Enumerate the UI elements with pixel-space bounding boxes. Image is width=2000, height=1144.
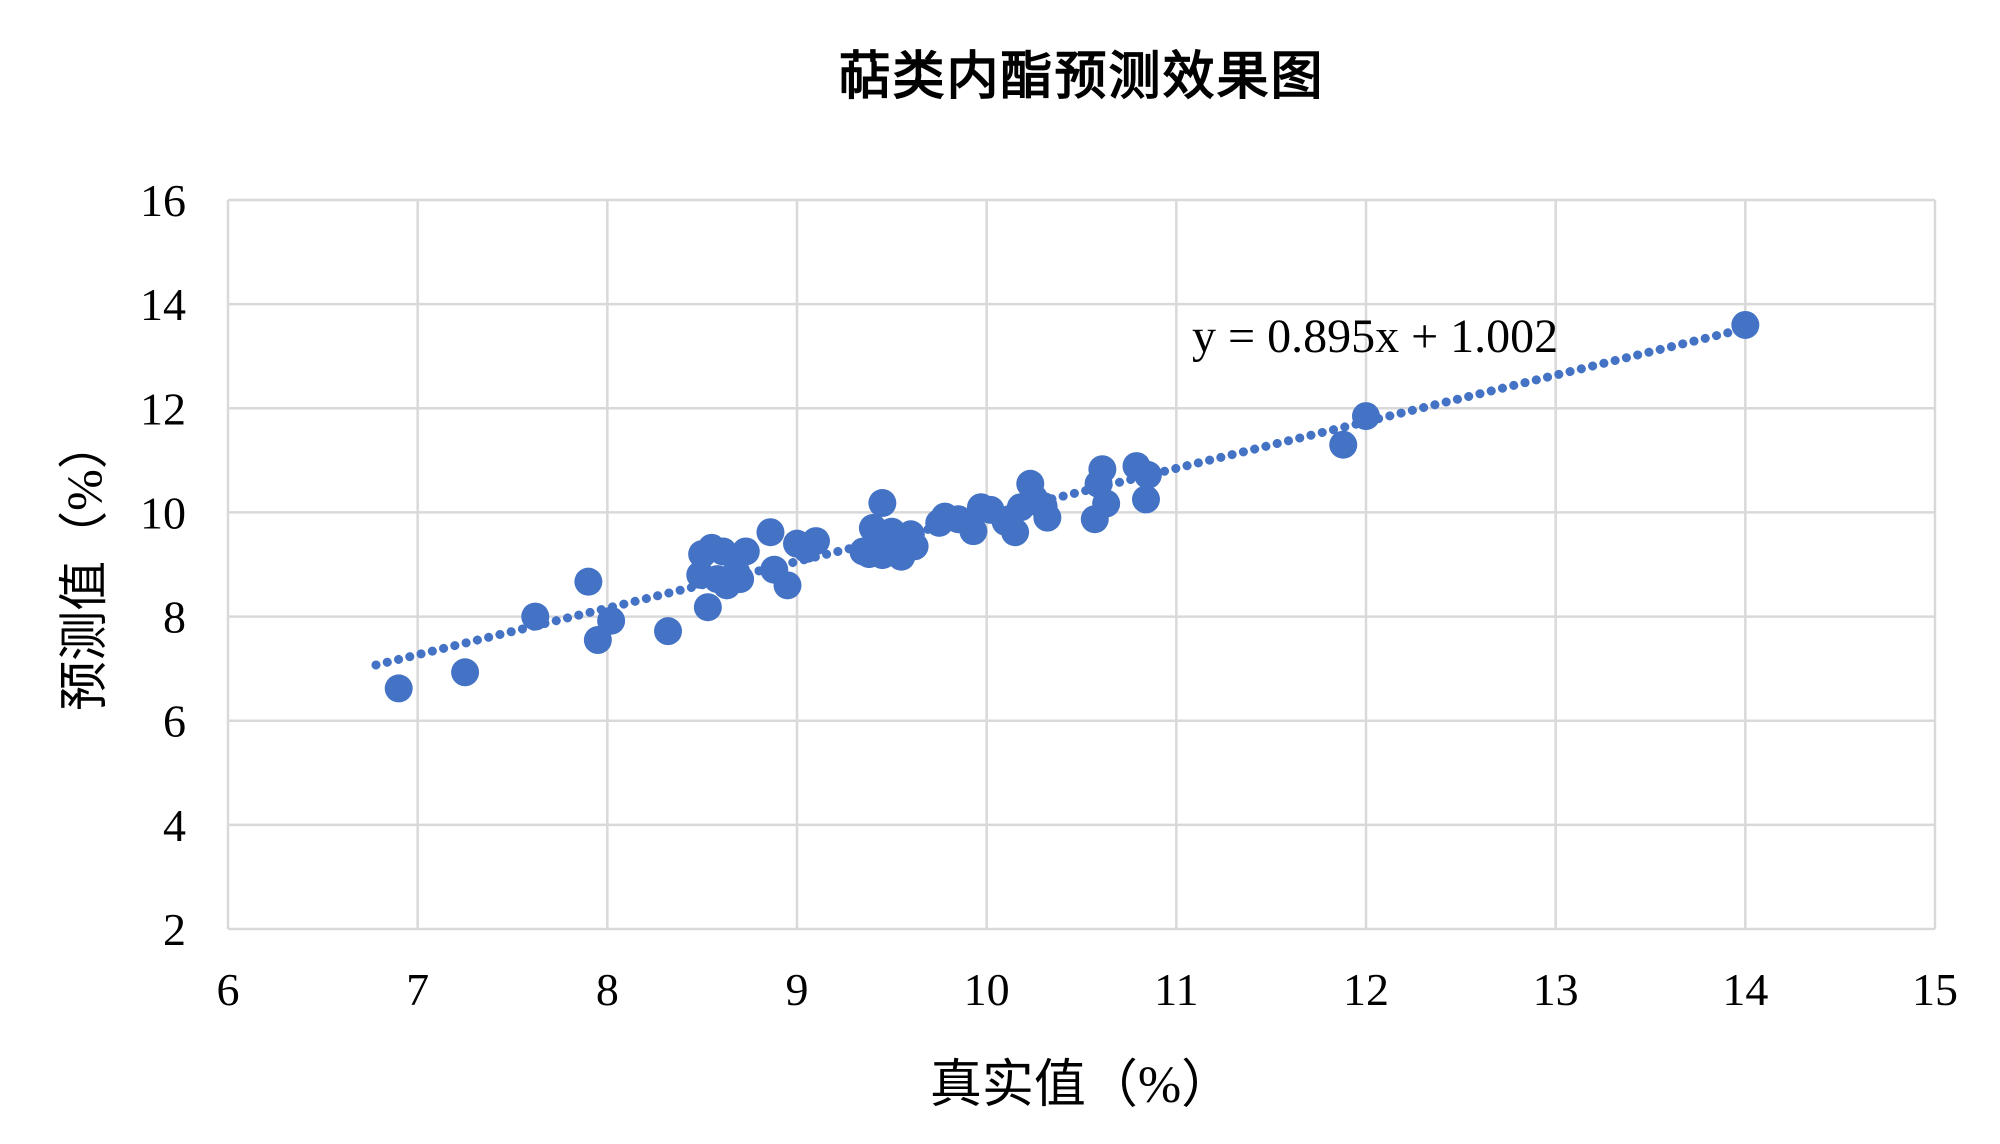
scatter-point: [384, 674, 413, 703]
scatter-point: [801, 527, 830, 556]
scatter-point: [959, 517, 988, 546]
scatter-point: [868, 489, 897, 518]
scatter-point: [597, 606, 626, 635]
y-tick-label: 12: [140, 383, 186, 434]
scatter-point: [1088, 455, 1117, 484]
x-tick-label: 13: [1533, 964, 1579, 1015]
y-axis-label: 预测值（%）: [56, 419, 112, 711]
trendline-equation: y = 0.895x + 1.002: [1192, 310, 1558, 363]
scatter-point: [654, 617, 683, 646]
x-tick-label: 11: [1154, 964, 1198, 1015]
x-tick-label: 8: [596, 964, 619, 1015]
scatter-point: [451, 658, 480, 687]
x-tick-label: 15: [1912, 964, 1958, 1015]
scatter-point: [756, 518, 785, 547]
x-tick-label: 7: [406, 964, 429, 1015]
scatter-point: [1092, 489, 1121, 518]
y-tick-label: 14: [140, 279, 186, 330]
y-tick-label: 10: [140, 487, 186, 538]
y-tick-label: 6: [163, 696, 186, 747]
scatter-point: [900, 532, 929, 561]
scatter-point: [731, 537, 760, 566]
x-tick-label: 14: [1722, 964, 1768, 1015]
y-tick-label: 16: [140, 175, 186, 226]
scatter-point: [1133, 460, 1162, 489]
y-tick-label: 4: [163, 800, 186, 851]
x-tick-label: 10: [964, 964, 1010, 1015]
scatter-point: [1352, 402, 1380, 431]
scatter-point: [1131, 485, 1160, 514]
y-tick-label: 2: [163, 904, 186, 955]
trendline: [371, 321, 1760, 670]
x-tick-label: 6: [217, 964, 240, 1015]
scatter-point: [1001, 518, 1030, 547]
scatter-point: [521, 602, 550, 631]
scatter-point: [1329, 430, 1358, 459]
scatter-point: [712, 571, 741, 600]
scatter-point: [574, 567, 603, 596]
scatter-point: [1033, 503, 1062, 532]
scatter-point: [1731, 310, 1760, 339]
y-tick-label: 8: [163, 592, 186, 643]
x-tick-label: 12: [1343, 964, 1389, 1015]
x-tick-label: 9: [786, 964, 809, 1015]
scatter-point: [773, 571, 802, 600]
chart-title: 萜类内酯预测效果图: [838, 49, 1325, 106]
x-axis-label: 真实值（%）: [929, 1057, 1234, 1114]
scatter-point: [709, 537, 738, 566]
scatter-point: [693, 593, 722, 622]
